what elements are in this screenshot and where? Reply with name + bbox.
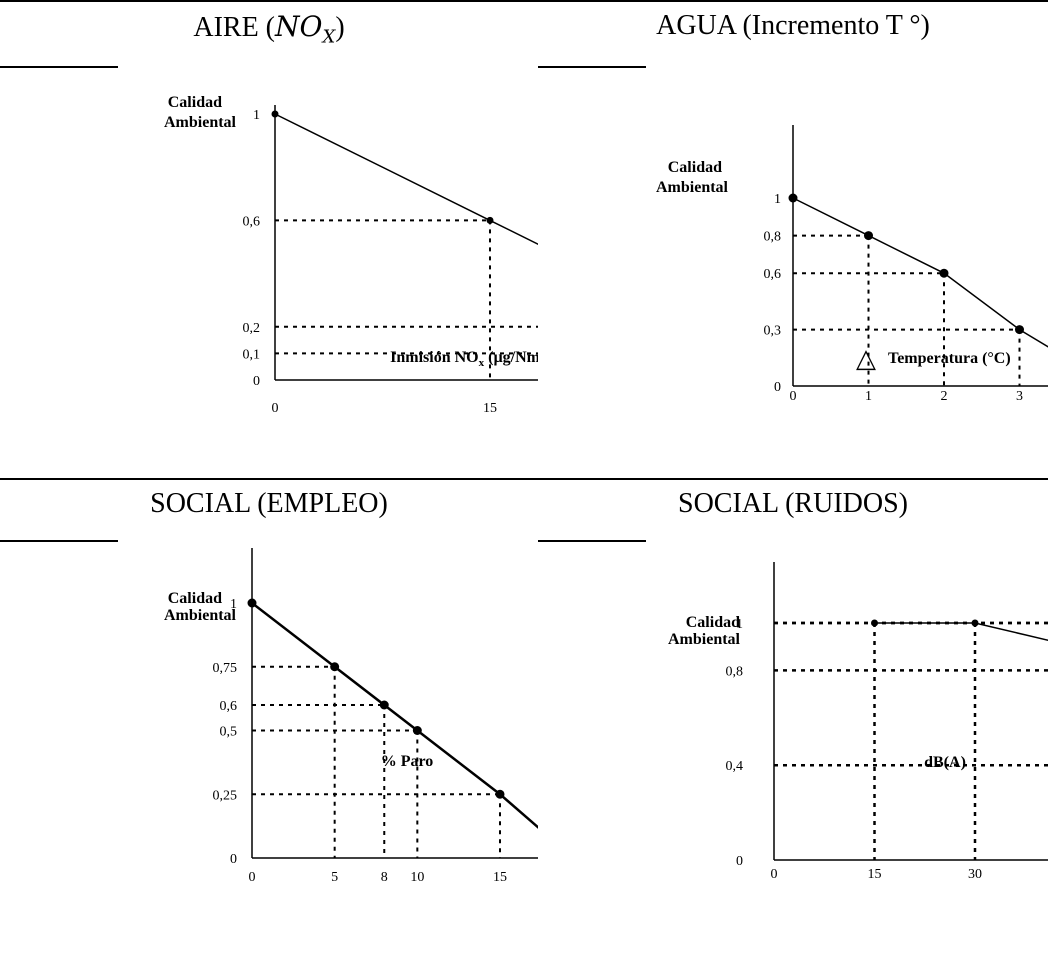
chart-empleo-xlabel: % Paro (381, 753, 434, 770)
title-aire-text: AIRE ( (193, 12, 276, 43)
chart-ruidos-xlabel: dB(A) (924, 754, 966, 771)
chart-empleo-data-point (247, 598, 257, 608)
chart-aire-data-point (486, 216, 494, 224)
title-aire: AIRE (NOX) (0, 10, 538, 48)
chart-agua-x-tick-label: 3 (1016, 389, 1023, 404)
chart-ruidos-x-tick-label: 15 (868, 867, 882, 882)
chart-agua-data-point (788, 193, 798, 203)
chart-aire-xlabel-sub: x (479, 357, 485, 369)
title-social-ruidos: SOCIAL (RUIDOS) (678, 488, 908, 519)
chart-empleo-ylabel-1: Calidad (168, 590, 222, 607)
title-social-empleo: SOCIAL (EMPLEO) (150, 488, 388, 519)
chart-ruidos-y-tick-label: 0,8 (726, 664, 744, 679)
title-aire-end: ) (335, 12, 345, 43)
chart-agua-y-tick-label: 1 (774, 192, 781, 207)
chart-empleo-data-point (379, 700, 389, 710)
title-agua: AGUA (Incremento T °) (656, 10, 930, 41)
chart-ruidos: Calidad Ambiental dB(A) 10,80,400153060 (668, 562, 1048, 882)
chart-agua-x-tick-label: 1 (865, 389, 872, 404)
chart-empleo-x-tick-label: 15 (493, 870, 507, 885)
chart-agua-xlabel: Temperatura (°C) (888, 350, 1011, 367)
title-aire-math-sub: X (322, 26, 336, 48)
chart-ruidos-series-line (874, 622, 1048, 641)
chart-empleo-data-point (330, 662, 340, 672)
rule-top (0, 0, 1048, 2)
chart-empleo-y-tick-label: 0 (230, 852, 237, 867)
chart-agua-x-tick-label: 2 (941, 389, 948, 404)
chart-empleo-x-tick-label: 0 (249, 870, 256, 885)
chart-aire-y-tick-label: 1 (253, 108, 260, 123)
chart-empleo-y-tick-label: 0,25 (213, 788, 238, 803)
chart-agua-data-point (1015, 325, 1024, 335)
chart-empleo-y-tick-label: 0,75 (213, 661, 238, 676)
chart-ruidos-y-tick-label: 0 (736, 854, 743, 869)
chart-agua-y-tick-label: 0,6 (764, 267, 782, 282)
chart-empleo-x-tick-label: 8 (381, 870, 388, 885)
chart-agua-x-tick-label: 0 (790, 389, 797, 404)
rule-header-left (0, 66, 118, 68)
chart-aire-y-tick-label: 0,1 (243, 347, 261, 362)
chart-empleo-series-line (251, 602, 538, 829)
chart-agua: Calidad Ambiental △ Temperatura (°C) 1 0,… (656, 125, 1048, 404)
chart-ruidos-data-point (871, 619, 878, 627)
chart-aire-data-point (271, 110, 279, 118)
chart-ruidos-ylabel-2: Ambiental (668, 631, 741, 648)
rule-header-right (538, 66, 646, 68)
chart-agua-data-point (939, 268, 949, 278)
chart-aire-xlabel-end: (µg/Nm (484, 349, 538, 366)
chart-empleo-x-tick-label: 10 (410, 870, 424, 885)
chart-ruidos-x-tick-label: 30 (968, 867, 982, 882)
chart-ruidos-y-tick-label: 0,4 (726, 759, 744, 774)
chart-ruidos-x-tick-label: 0 (771, 867, 778, 882)
chart-aire-ylabel-2: Ambiental (164, 114, 237, 131)
chart-agua-ylabel-2: Ambiental (656, 179, 729, 196)
chart-agua-y-tick-label: 0 (774, 380, 781, 395)
chart-aire-y-tick-label: 0,2 (243, 321, 261, 336)
chart-empleo-data-point (412, 726, 422, 735)
title-aire-math-main: NO (275, 10, 323, 43)
chart-empleo-y-tick-label: 1 (230, 597, 237, 612)
chart-empleo-ylabel-2: Ambiental (164, 607, 237, 624)
triangle-icon: △ (856, 344, 876, 373)
chart-aire-series-line (274, 113, 538, 245)
chart-aire-x-tick-label: 0 (272, 401, 279, 416)
rule-header2-left (0, 540, 118, 542)
chart-aire-xlabel: Inmisión NOx (µg/Nm (390, 349, 538, 369)
chart-agua-y-tick-label: 0,3 (764, 324, 782, 339)
chart-empleo-y-tick-label: 0,5 (220, 725, 238, 740)
chart-empleo-y-tick-label: 0,6 (220, 699, 238, 714)
chart-aire-y-tick-label: 0,6 (243, 214, 261, 229)
chart-aire-x-tick-label: 15 (483, 401, 497, 416)
chart-aire-ylabel-1: Calidad (168, 94, 222, 111)
chart-ruidos-y-tick-label: 1 (736, 617, 743, 632)
chart-agua-data-point (864, 231, 873, 241)
chart-aire-y-tick-label: 0 (253, 374, 260, 389)
rule-header2-right (538, 540, 646, 542)
chart-empleo-x-tick-label: 5 (331, 870, 338, 885)
chart-ruidos-data-point (971, 619, 979, 627)
chart-agua-y-tick-label: 0,8 (764, 230, 782, 245)
chart-empleo: Calidad Ambiental % Paro 1 0,75 0,6 0,5 0,25… (164, 548, 538, 885)
chart-empleo-data-point (495, 789, 505, 799)
title-aire-math: NOX (275, 10, 335, 48)
rule-middle (0, 478, 1048, 480)
chart-aire-xlabel-main: Inmisión NO (390, 349, 478, 366)
chart-aire: Calidad Ambiental Inmisión NOx (µg/Nm 1 0… (164, 94, 538, 416)
chart-agua-ylabel-1: Calidad (668, 159, 722, 176)
chart-ruidos-ylabel-1: Calidad (686, 614, 740, 631)
